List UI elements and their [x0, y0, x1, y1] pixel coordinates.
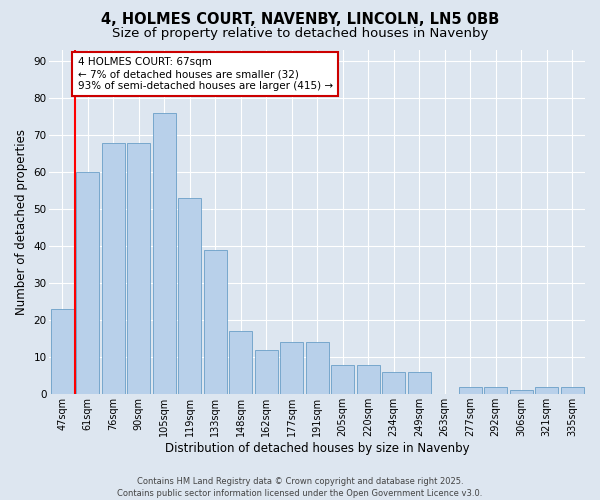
- Bar: [561, 387, 584, 394]
- Bar: [102, 142, 125, 394]
- Bar: [153, 113, 176, 394]
- Bar: [204, 250, 227, 394]
- Text: Size of property relative to detached houses in Navenby: Size of property relative to detached ho…: [112, 28, 488, 40]
- Bar: [510, 390, 533, 394]
- Bar: [229, 332, 252, 394]
- Bar: [357, 364, 380, 394]
- Text: Contains HM Land Registry data © Crown copyright and database right 2025.
Contai: Contains HM Land Registry data © Crown c…: [118, 476, 482, 498]
- Text: 4 HOLMES COURT: 67sqm
← 7% of detached houses are smaller (32)
93% of semi-detac: 4 HOLMES COURT: 67sqm ← 7% of detached h…: [77, 58, 332, 90]
- Bar: [280, 342, 303, 394]
- Bar: [255, 350, 278, 394]
- Bar: [76, 172, 99, 394]
- Y-axis label: Number of detached properties: Number of detached properties: [15, 129, 28, 315]
- Bar: [51, 309, 74, 394]
- Bar: [535, 387, 558, 394]
- Bar: [127, 142, 150, 394]
- X-axis label: Distribution of detached houses by size in Navenby: Distribution of detached houses by size …: [165, 442, 470, 455]
- Bar: [484, 387, 507, 394]
- Bar: [178, 198, 201, 394]
- Bar: [459, 387, 482, 394]
- Bar: [306, 342, 329, 394]
- Text: 4, HOLMES COURT, NAVENBY, LINCOLN, LN5 0BB: 4, HOLMES COURT, NAVENBY, LINCOLN, LN5 0…: [101, 12, 499, 28]
- Bar: [331, 364, 354, 394]
- Bar: [382, 372, 405, 394]
- Bar: [408, 372, 431, 394]
